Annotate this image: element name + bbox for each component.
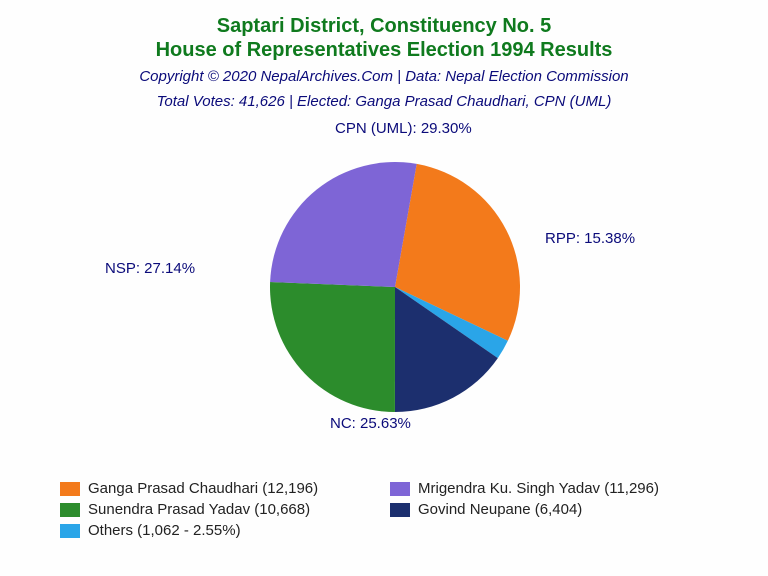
subtitle-line-2: Total Votes: 41,626 | Elected: Ganga Pra… [0, 91, 768, 112]
legend-swatch [60, 503, 80, 517]
legend-swatch [390, 503, 410, 517]
legend-label: Others (1,062 - 2.55%) [88, 522, 241, 539]
slice-label-nc: NC: 25.63% [330, 415, 411, 432]
title-line-1: Saptari District, Constituency No. 5 [0, 14, 768, 38]
legend-item: Mrigendra Ku. Singh Yadav (11,296) [390, 480, 720, 497]
legend-item: Govind Neupane (6,404) [390, 501, 720, 518]
slice-label-nsp: NSP: 27.14% [105, 260, 195, 277]
legend-item: Sunendra Prasad Yadav (10,668) [60, 501, 390, 518]
pie-slice-nsp [270, 162, 417, 287]
legend-label: Sunendra Prasad Yadav (10,668) [88, 501, 310, 518]
legend-label: Govind Neupane (6,404) [418, 501, 582, 518]
legend-row: Ganga Prasad Chaudhari (12,196) Mrigendra… [60, 480, 720, 497]
legend-label: Mrigendra Ku. Singh Yadav (11,296) [418, 480, 659, 497]
title-line-2: House of Representatives Election 1994 R… [0, 38, 768, 62]
legend-item: Others (1,062 - 2.55%) [60, 522, 390, 539]
legend-swatch [60, 482, 80, 496]
legend-row: Others (1,062 - 2.55%) [60, 522, 720, 539]
subtitle-line-1: Copyright © 2020 NepalArchives.Com | Dat… [0, 66, 768, 87]
title-block: Saptari District, Constituency No. 5 Hou… [0, 0, 768, 112]
legend-row: Sunendra Prasad Yadav (10,668) Govind Neu… [60, 501, 720, 518]
slice-label-cpn-uml-: CPN (UML): 29.30% [335, 120, 472, 137]
chart-area [0, 112, 768, 452]
legend: Ganga Prasad Chaudhari (12,196) Mrigendra… [60, 480, 720, 543]
legend-swatch [390, 482, 410, 496]
pie-slice-nc [270, 282, 395, 412]
legend-item: Ganga Prasad Chaudhari (12,196) [60, 480, 390, 497]
slice-label-rpp: RPP: 15.38% [545, 230, 635, 247]
legend-swatch [60, 524, 80, 538]
legend-label: Ganga Prasad Chaudhari (12,196) [88, 480, 318, 497]
pie-chart [270, 162, 520, 412]
